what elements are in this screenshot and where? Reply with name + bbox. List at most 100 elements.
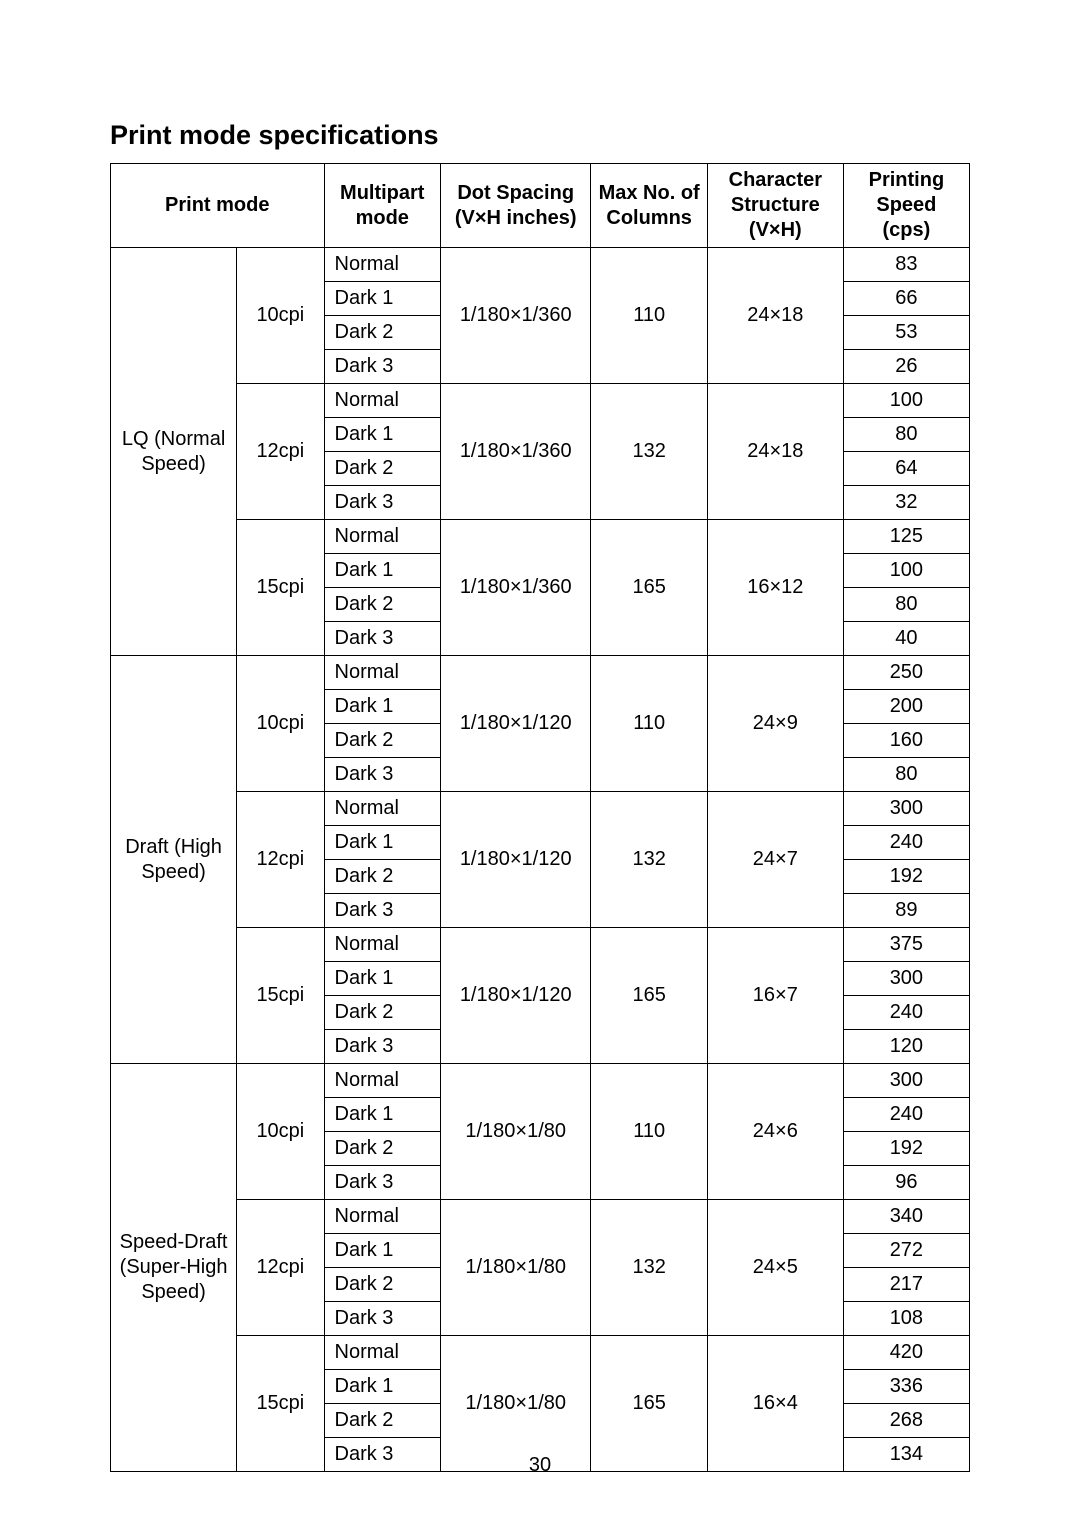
cell-dot-spacing: 1/180×1/120 (440, 656, 590, 792)
cell-max-cols: 110 (591, 1064, 707, 1200)
cell-multipart: Normal (324, 792, 440, 826)
cell-multipart: Normal (324, 656, 440, 690)
cell-multipart: Dark 2 (324, 1132, 440, 1166)
cell-char-struct: 24×6 (707, 1064, 843, 1200)
th-multipart: Multipart mode (324, 164, 440, 248)
cell-speed: 83 (843, 248, 969, 282)
cell-multipart: Dark 2 (324, 452, 440, 486)
cell-max-cols: 132 (591, 1200, 707, 1336)
th-print-mode: Print mode (111, 164, 325, 248)
cell-multipart: Dark 1 (324, 690, 440, 724)
cell-max-cols: 132 (591, 792, 707, 928)
cell-multipart: Dark 3 (324, 350, 440, 384)
th-char-struct: Character Structure (V×H) (707, 164, 843, 248)
cell-speed: 336 (843, 1370, 969, 1404)
cell-print-mode: Speed-Draft (Super-High Speed) (111, 1064, 237, 1472)
cell-dot-spacing: 1/180×1/120 (440, 928, 590, 1064)
th-speed: Printing Speed (cps) (843, 164, 969, 248)
page-number: 30 (0, 1454, 1080, 1477)
cell-dot-spacing: 1/180×1/120 (440, 792, 590, 928)
cell-multipart: Dark 2 (324, 588, 440, 622)
cell-multipart: Normal (324, 248, 440, 282)
cell-multipart: Dark 1 (324, 1098, 440, 1132)
cell-multipart: Dark 2 (324, 860, 440, 894)
cell-speed: 272 (843, 1234, 969, 1268)
cell-speed: 217 (843, 1268, 969, 1302)
cell-char-struct: 24×5 (707, 1200, 843, 1336)
cell-dot-spacing: 1/180×1/80 (440, 1200, 590, 1336)
cell-cpi: 15cpi (237, 520, 324, 656)
cell-speed: 375 (843, 928, 969, 962)
cell-speed: 240 (843, 1098, 969, 1132)
cell-speed: 300 (843, 1064, 969, 1098)
cell-max-cols: 165 (591, 1336, 707, 1472)
cell-cpi: 12cpi (237, 384, 324, 520)
cell-multipart: Dark 1 (324, 826, 440, 860)
cell-multipart: Normal (324, 520, 440, 554)
cell-cpi: 10cpi (237, 1064, 324, 1200)
cell-multipart: Dark 1 (324, 282, 440, 316)
cell-speed: 125 (843, 520, 969, 554)
cell-speed: 420 (843, 1336, 969, 1370)
spec-table: Print mode Multipart mode Dot Spacing (V… (110, 163, 970, 1472)
cell-speed: 53 (843, 316, 969, 350)
cell-speed: 32 (843, 486, 969, 520)
cell-speed: 192 (843, 1132, 969, 1166)
cell-multipart: Normal (324, 1200, 440, 1234)
cell-speed: 300 (843, 962, 969, 996)
table-row: 15cpiNormal1/180×1/36016516×12125 (111, 520, 970, 554)
cell-speed: 40 (843, 622, 969, 656)
cell-multipart: Dark 3 (324, 1030, 440, 1064)
table-row: Draft (High Speed)10cpiNormal1/180×1/120… (111, 656, 970, 690)
cell-multipart: Dark 1 (324, 1234, 440, 1268)
cell-max-cols: 110 (591, 248, 707, 384)
cell-multipart: Dark 2 (324, 996, 440, 1030)
table-row: 15cpiNormal1/180×1/8016516×4420 (111, 1336, 970, 1370)
page-title: Print mode specifications (110, 120, 970, 151)
cell-cpi: 10cpi (237, 656, 324, 792)
cell-speed: 26 (843, 350, 969, 384)
cell-max-cols: 165 (591, 520, 707, 656)
table-row: Speed-Draft (Super-High Speed)10cpiNorma… (111, 1064, 970, 1098)
cell-speed: 80 (843, 758, 969, 792)
cell-multipart: Dark 1 (324, 418, 440, 452)
cell-multipart: Dark 2 (324, 1268, 440, 1302)
cell-char-struct: 16×7 (707, 928, 843, 1064)
cell-speed: 80 (843, 418, 969, 452)
cell-speed: 96 (843, 1166, 969, 1200)
cell-speed: 300 (843, 792, 969, 826)
cell-multipart: Dark 3 (324, 622, 440, 656)
cell-speed: 192 (843, 860, 969, 894)
cell-cpi: 15cpi (237, 1336, 324, 1472)
cell-speed: 100 (843, 554, 969, 588)
cell-max-cols: 132 (591, 384, 707, 520)
cell-speed: 240 (843, 826, 969, 860)
cell-multipart: Normal (324, 1336, 440, 1370)
cell-multipart: Dark 1 (324, 1370, 440, 1404)
table-row: 15cpiNormal1/180×1/12016516×7375 (111, 928, 970, 962)
cell-speed: 100 (843, 384, 969, 418)
cell-cpi: 10cpi (237, 248, 324, 384)
table-row: 12cpiNormal1/180×1/36013224×18100 (111, 384, 970, 418)
cell-print-mode: LQ (Normal Speed) (111, 248, 237, 656)
cell-speed: 108 (843, 1302, 969, 1336)
cell-multipart: Dark 3 (324, 1166, 440, 1200)
cell-cpi: 12cpi (237, 1200, 324, 1336)
cell-dot-spacing: 1/180×1/80 (440, 1064, 590, 1200)
cell-multipart: Dark 3 (324, 758, 440, 792)
table-header-row: Print mode Multipart mode Dot Spacing (V… (111, 164, 970, 248)
cell-cpi: 15cpi (237, 928, 324, 1064)
cell-char-struct: 24×18 (707, 248, 843, 384)
cell-speed: 120 (843, 1030, 969, 1064)
cell-multipart: Normal (324, 384, 440, 418)
cell-speed: 268 (843, 1404, 969, 1438)
cell-multipart: Dark 3 (324, 486, 440, 520)
cell-speed: 80 (843, 588, 969, 622)
cell-dot-spacing: 1/180×1/360 (440, 384, 590, 520)
cell-speed: 200 (843, 690, 969, 724)
cell-char-struct: 24×9 (707, 656, 843, 792)
cell-speed: 64 (843, 452, 969, 486)
table-row: 12cpiNormal1/180×1/8013224×5340 (111, 1200, 970, 1234)
cell-max-cols: 165 (591, 928, 707, 1064)
cell-speed: 160 (843, 724, 969, 758)
